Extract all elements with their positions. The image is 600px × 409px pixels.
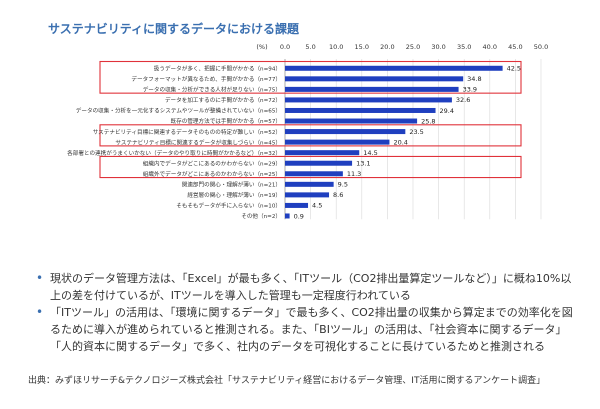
value-label: 11.3 [347, 170, 361, 178]
category-label: そもそもデータが手に入らない（n=10） [176, 202, 281, 210]
value-label: 8.6 [333, 191, 343, 199]
value-label: 0.9 [294, 212, 304, 220]
x-tick-label: 20.0 [380, 43, 394, 51]
category-label: その他（n=2） [241, 212, 281, 220]
x-tick-label: 40.0 [483, 43, 497, 51]
value-label: 14.5 [363, 149, 377, 157]
bar [285, 171, 343, 177]
category-label: サステナビリティ目標に関連するデータが収集しづらい（n=45） [115, 138, 281, 146]
x-tick-label: 30.0 [431, 43, 445, 51]
bar [285, 129, 406, 135]
bar [285, 181, 334, 187]
bar [285, 86, 459, 92]
value-label: 25.8 [421, 117, 435, 125]
bar [285, 107, 436, 113]
bullet-item: 現状のデータ管理方法は、「Excel」が最も多く、「ITツール（CO2排出量算定… [36, 270, 581, 304]
value-label: 32.6 [456, 96, 470, 104]
bar [285, 213, 290, 219]
bar [285, 65, 503, 71]
bar-chart: (%) 0.0 5.0 10.0 15.0 20.0 25.0 30.0 35.0 40.0 45.… [67, 43, 548, 220]
value-label: 42.5 [507, 65, 521, 73]
x-tick-label: 50.0 [534, 43, 548, 51]
x-tick-label: 5.0 [305, 43, 315, 51]
bar [285, 139, 390, 145]
chart-title: サステナビリティに関するデータにおける課題 [48, 22, 300, 36]
category-label: データの収集・分析ができる人材が足りない（n=75） [143, 86, 281, 94]
highlight-box [99, 155, 522, 179]
category-label: データの収集・分析を一元化するシステムやツールが整備されていない（n=65） [76, 107, 281, 115]
value-label: 13.1 [356, 160, 370, 168]
value-label: 4.5 [312, 202, 322, 210]
bar [285, 202, 309, 208]
x-tick-label: 0.0 [280, 43, 290, 51]
bar [285, 160, 353, 166]
value-label: 23.5 [409, 128, 423, 136]
x-tick-label: 15.0 [355, 43, 369, 51]
bar [285, 150, 360, 156]
category-label: 関連部門の関心・理解が薄い（n=21） [182, 181, 281, 189]
highlight-box [99, 124, 522, 147]
value-label: 29.4 [440, 107, 454, 115]
summary-bullets: 現状のデータ管理方法は、「Excel」が最も多く、「ITツール（CO2排出量算定… [36, 270, 581, 355]
value-label: 33.9 [463, 86, 477, 94]
category-label: データフォーマットが異なるため、手間がかかる（n=77） [131, 75, 281, 83]
x-tick-label: 45.0 [508, 43, 522, 51]
category-label: 各部署との連携がうまくいかない（データのやり取りに時間がかかるなど）（n=32） [67, 149, 281, 157]
category-label: 既存の管理方法では手間がかかる（n=57） [171, 117, 281, 125]
category-label: 経営層の関心・理解が薄い（n=19） [187, 191, 281, 199]
category-label: サステナビリティ目標に関連するデータそのものの特定が難しい（n=52） [93, 128, 281, 136]
value-label: 9.5 [338, 181, 348, 189]
category-label: データを加工するのに手間がかかる（n=72） [165, 96, 281, 104]
x-tick-label: 35.0 [457, 43, 471, 51]
unit-label: (%) [256, 43, 267, 51]
category-label: 扱うデータが多く、把握に手間がかかる（n=94） [154, 64, 281, 72]
value-label: 20.4 [393, 138, 407, 146]
value-label: 34.8 [467, 75, 481, 83]
category-label: 組織外でデータがどこにあるのかわからない（n=25） [143, 170, 281, 178]
bar [285, 192, 330, 198]
source-note: 出典：みずほリサーチ&テクノロジーズ株式会社「サステナビリティ経営におけるデータ… [28, 376, 546, 386]
bar [285, 76, 464, 82]
bullet-item: 「ITツール」の活用は、「環境に関するデータ」で最も多く、CO2排出量の収集から… [36, 304, 581, 355]
x-tick-label: 25.0 [406, 43, 420, 51]
x-tick-label: 10.0 [329, 43, 343, 51]
bar [285, 97, 452, 103]
bar [285, 118, 418, 124]
highlight-box [99, 60, 522, 94]
category-label: 組織内でデータがどこにあるのかわからない（n=29） [143, 159, 281, 167]
